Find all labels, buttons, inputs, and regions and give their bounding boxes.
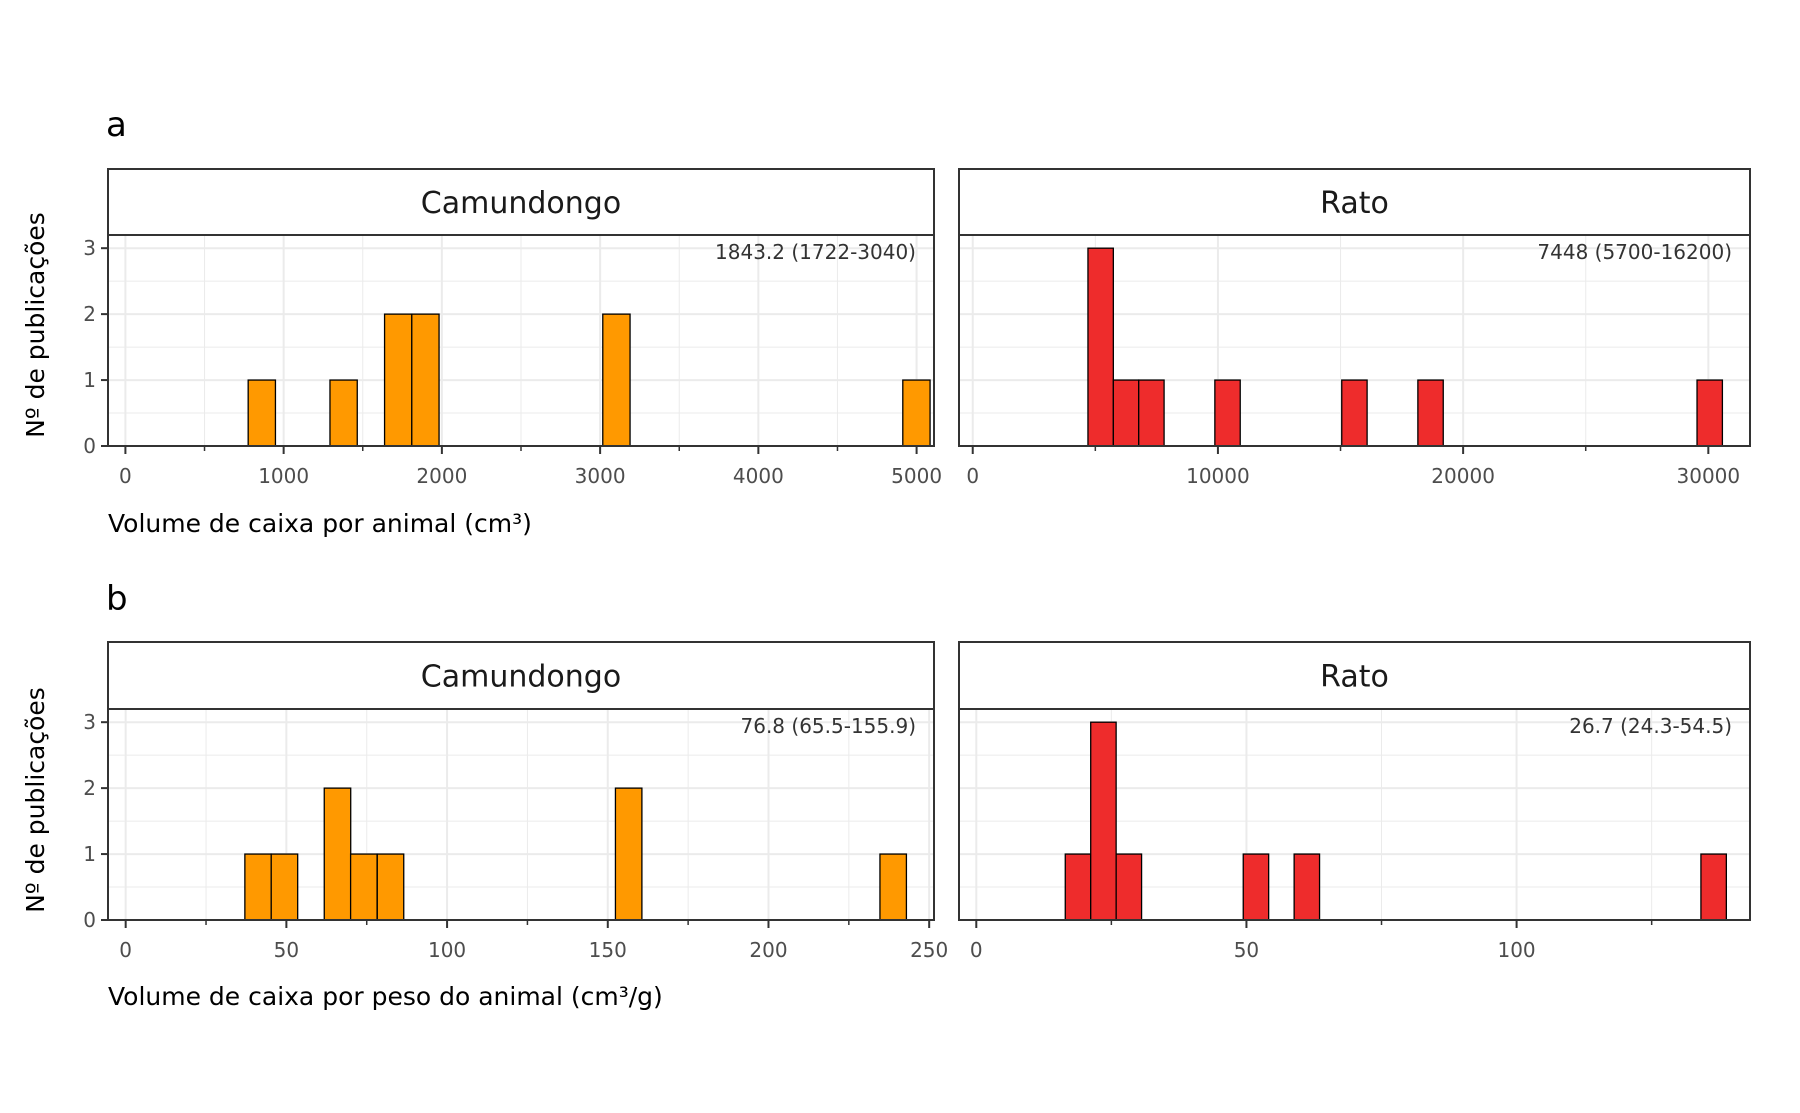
- x-tick-label: 0: [970, 938, 983, 962]
- histogram-bar: [1115, 853, 1143, 921]
- histogram-bar: [1087, 247, 1114, 447]
- facet-strip: [958, 641, 1751, 710]
- x-axis: 0 50 100: [970, 920, 1653, 962]
- x-tick-label: 100: [428, 938, 466, 962]
- histogram-bar: [1293, 853, 1321, 921]
- y-axis: 0 1 2 3: [83, 710, 108, 932]
- x-tick-label: 250: [910, 938, 948, 962]
- x-tick-label: 0: [119, 938, 132, 962]
- x-tick-label: 0: [966, 464, 979, 488]
- x-tick-label: 10000: [1186, 464, 1250, 488]
- histogram-bar: [1417, 379, 1444, 447]
- bars: [1064, 721, 1728, 921]
- y-tick-label: 0: [83, 908, 96, 932]
- x-tick-label: 30000: [1677, 464, 1741, 488]
- y-axis-title: Nº de publicações: [21, 212, 50, 438]
- y-tick-label: 2: [83, 302, 96, 326]
- bars: [247, 313, 931, 447]
- facet-strip: [958, 168, 1751, 236]
- median-iqr-annotation: 76.8 (65.5-155.9): [741, 714, 917, 738]
- x-tick-label: 3000: [575, 464, 626, 488]
- histogram-bar: [1064, 853, 1092, 921]
- histogram-bar: [1138, 379, 1165, 447]
- facet-strip: [107, 168, 935, 236]
- x-tick-label: 20000: [1431, 464, 1495, 488]
- median-iqr-annotation: 7448 (5700-16200): [1537, 240, 1732, 264]
- histogram-bar: [244, 853, 272, 921]
- facet-strip-label: Camundongo: [421, 660, 621, 695]
- y-tick-label: 2: [83, 776, 96, 800]
- y-axis: 0 1 2 3: [83, 236, 108, 458]
- histogram-bar: [1090, 721, 1117, 921]
- y-tick-label: 3: [83, 236, 96, 260]
- y-tick-label: 1: [83, 842, 96, 866]
- histogram-bar: [270, 853, 299, 921]
- histogram-bar: [247, 379, 277, 447]
- panel-letter: b: [106, 579, 128, 619]
- histogram-bar: [879, 853, 908, 921]
- histogram-bar: [376, 853, 405, 921]
- x-tick-label: 50: [1234, 938, 1259, 962]
- histogram-bar: [1112, 379, 1140, 447]
- facet-strip: [107, 641, 935, 710]
- x-axis: 0 1000 2000 3000 4000 5000: [119, 446, 942, 488]
- x-axis-title: Volume de caixa por peso do animal (cm³/…: [108, 982, 663, 1011]
- histogram-bar: [323, 787, 352, 921]
- y-axis-title: Nº de publicações: [21, 687, 50, 913]
- facet-a-rato: Rato 7448 (5700-16200) 0 10000 20000 30000: [958, 168, 1751, 488]
- x-axis-title: Volume de caixa por animal (cm³): [108, 509, 532, 538]
- facet-b-camundongo: Camundongo 76.8 (65.5-155.9) 0 50 100 150 200 2…: [83, 641, 948, 962]
- histogram-bar: [614, 787, 643, 921]
- panel-letter: a: [106, 105, 127, 145]
- grid: [108, 709, 934, 921]
- histogram-bar: [349, 853, 378, 921]
- x-tick-label: 0: [119, 464, 132, 488]
- histogram-bar: [411, 313, 440, 447]
- x-tick-label: 2000: [416, 464, 467, 488]
- x-tick-label: 100: [1497, 938, 1535, 962]
- histogram-bar: [1242, 853, 1270, 921]
- median-iqr-annotation: 26.7 (24.3-54.5): [1569, 714, 1732, 738]
- histogram-bar: [329, 379, 358, 447]
- facet-strip-label: Camundongo: [421, 186, 621, 221]
- facet-strip-label: Rato: [1320, 660, 1389, 695]
- bars: [1087, 247, 1724, 447]
- x-tick-label: 4000: [733, 464, 784, 488]
- histogram-bar: [383, 313, 413, 447]
- x-tick-label: 1000: [258, 464, 309, 488]
- median-iqr-annotation: 1843.2 (1722-3040): [715, 240, 916, 264]
- histogram-bar: [1341, 379, 1368, 447]
- y-tick-label: 1: [83, 368, 96, 392]
- x-axis: 0 10000 20000 30000: [966, 446, 1740, 488]
- x-tick-label: 5000: [891, 464, 942, 488]
- facet-strip-label: Rato: [1320, 186, 1389, 221]
- histogram-bar: [902, 379, 931, 447]
- histogram-bar: [1700, 853, 1728, 921]
- x-tick-label: 150: [589, 938, 627, 962]
- histogram-bar: [602, 313, 631, 447]
- y-tick-label: 0: [83, 434, 96, 458]
- histogram-bar: [1214, 379, 1241, 447]
- x-axis: 0 50 100 150 200 250: [119, 920, 948, 962]
- facet-b-rato: Rato 26.7 (24.3-54.5) 0 50 100: [958, 641, 1751, 962]
- histogram-bar: [1696, 379, 1724, 447]
- x-tick-label: 200: [749, 938, 787, 962]
- x-tick-label: 50: [274, 938, 299, 962]
- plot-background: [108, 709, 934, 920]
- y-tick-label: 3: [83, 710, 96, 734]
